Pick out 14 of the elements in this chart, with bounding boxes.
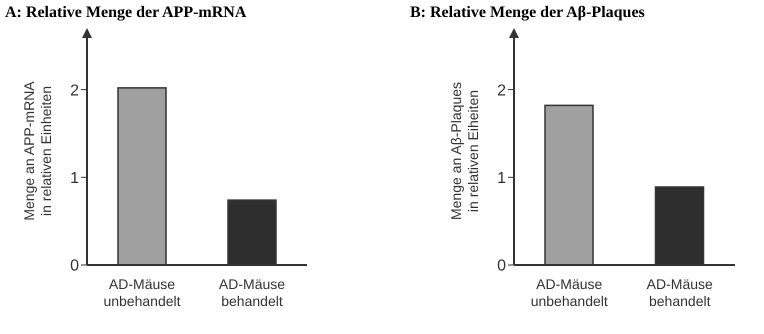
y-tick-label: 1 (70, 170, 80, 187)
y-tick-label: 2 (70, 82, 80, 100)
y-tick-label: 1 (497, 170, 506, 187)
chart-title: A: Relative Menge der APP-mRNA (5, 4, 246, 22)
x-tick-label: AD-Mäuse behandelt (218, 276, 286, 309)
y-tick-label: 0 (70, 258, 80, 275)
x-tick-label: AD-Mäuse unbehandelt (530, 276, 608, 309)
chart-title: B: Relative Menge der Aβ-Plaques (410, 4, 645, 22)
y-axis-title: Menge an Aβ-Plaques in relativen Eiheiten (448, 82, 481, 220)
x-tick-label: AD-Mäuse unbehandelt (103, 276, 181, 309)
y-axis-title: Menge an APP-mRNA in relativen Einheiten (21, 80, 54, 221)
y-tick-label: 2 (497, 82, 506, 100)
x-tick-label: AD-Mäuse behandelt (646, 276, 714, 309)
y-tick-label: 0 (497, 258, 506, 275)
